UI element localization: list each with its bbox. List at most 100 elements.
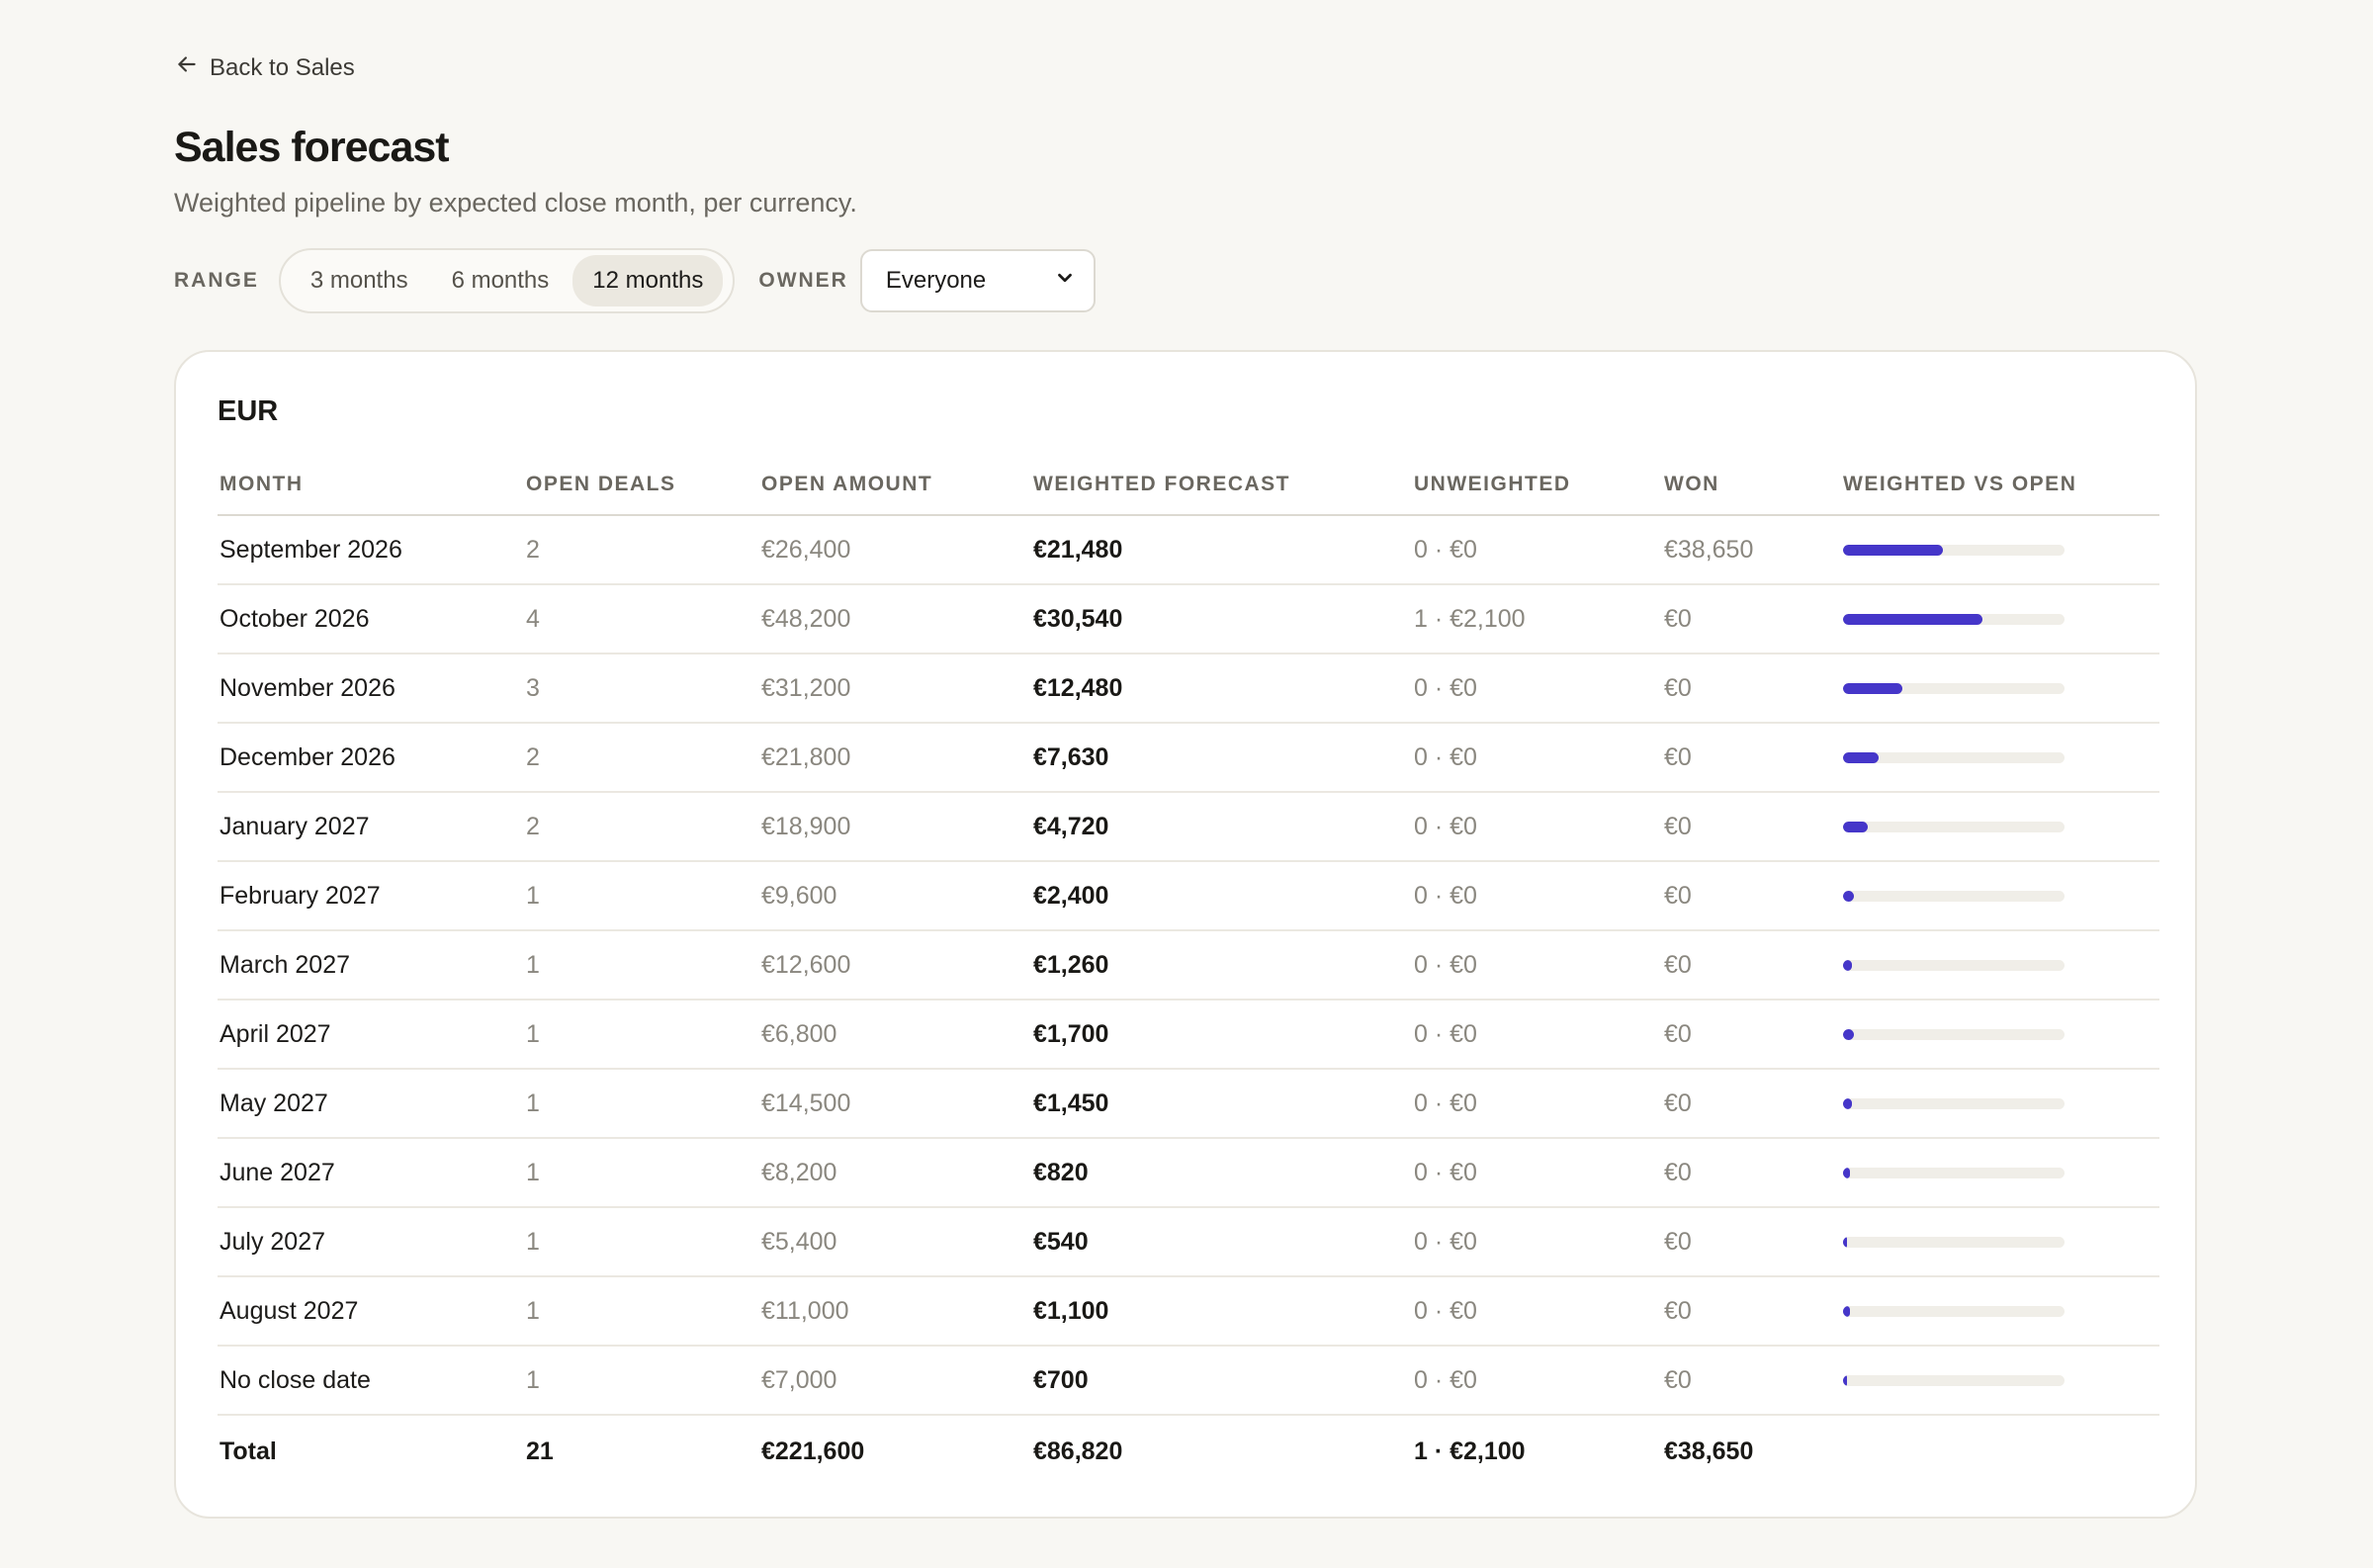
open-deals-cell: 2 [524,792,759,862]
weighted-forecast-cell: €7,630 [1031,723,1412,793]
column-header-weighted-vs-open: WEIGHTED VS OPEN [1841,455,2159,516]
weighted-forecast-cell: €30,540 [1031,584,1412,654]
weighted-vs-open-cell [1841,1346,2159,1416]
table-row[interactable]: July 2027 1 €5,400 €540 0 · €0 €0 [218,1207,2159,1277]
open-amount-cell: €26,400 [759,515,1031,585]
weighted-vs-open-cell [1841,584,2159,654]
weighted-forecast-cell: €820 [1031,1138,1412,1208]
column-header-weighted-forecast: WEIGHTED FORECAST [1031,455,1412,516]
open-deals-cell: 1 [524,1069,759,1139]
weighted-vs-open-cell [1841,861,2159,931]
open-deals-cell: 3 [524,653,759,724]
month-cell: May 2027 [218,1069,524,1139]
month-cell: No close date [218,1346,524,1416]
open-amount-cell: €8,200 [759,1138,1031,1208]
total-weighted-forecast: €86,820 [1033,1437,1123,1465]
open-deals-cell: 1 [524,1346,759,1416]
table-row[interactable]: December 2026 2 €21,800 €7,630 0 · €0 €0 [218,723,2159,793]
owner-select-value: Everyone [885,267,987,294]
table-row[interactable]: September 2026 2 €26,400 €21,480 0 · €0 €38,6… [218,515,2159,585]
weighted-vs-open-cell [1841,1069,2159,1139]
month-cell: October 2026 [218,584,524,654]
open-amount-cell: €5,400 [759,1207,1031,1277]
total-label: Total [220,1437,277,1465]
weighted-vs-open-cell [1841,723,2159,793]
weighted-vs-open-bar [1843,959,2065,971]
table-row[interactable]: November 2026 3 €31,200 €12,480 0 · €0 €0 [218,653,2159,724]
won-cell: €0 [1662,1138,1841,1208]
unweighted-cell: 0 · €0 [1412,1138,1662,1208]
unweighted-cell: 0 · €0 [1412,1000,1662,1070]
table-total-row: Total 21 €221,600 €86,820 1 · €2,100 €38… [218,1415,2159,1487]
table-row[interactable]: June 2027 1 €8,200 €820 0 · €0 €0 [218,1138,2159,1208]
unweighted-cell: 1 · €2,100 [1412,584,1662,654]
open-amount-cell: €14,500 [759,1069,1031,1139]
weighted-vs-open-bar-fill [1843,959,1852,971]
open-amount-cell: €12,600 [759,930,1031,1001]
table-row[interactable]: No close date 1 €7,000 €700 0 · €0 €0 [218,1346,2159,1416]
won-cell: €0 [1662,861,1841,931]
weighted-vs-open-cell [1841,930,2159,1001]
won-cell: €0 [1662,723,1841,793]
weighted-vs-open-bar [1843,751,2065,763]
weighted-vs-open-bar-fill [1843,682,1903,694]
unweighted-cell: 0 · €0 [1412,653,1662,724]
total-won: €38,650 [1664,1437,1754,1465]
owner-label: OWNER [758,269,848,292]
table-row[interactable]: May 2027 1 €14,500 €1,450 0 · €0 €0 [218,1069,2159,1139]
table-row[interactable]: August 2027 1 €11,000 €1,100 0 · €0 €0 [218,1276,2159,1347]
weighted-vs-open-bar-fill [1843,1097,1852,1109]
weighted-forecast-cell: €4,720 [1031,792,1412,862]
table-row[interactable]: January 2027 2 €18,900 €4,720 0 · €0 €0 [218,792,2159,862]
month-cell: November 2026 [218,653,524,724]
column-header-open-deals: OPEN DEALS [524,455,759,516]
owner-select[interactable]: Everyone [859,249,1096,312]
weighted-vs-open-cell [1841,1000,2159,1070]
page-subtitle: Weighted pipeline by expected close mont… [174,188,857,218]
range-option-12-months[interactable]: 12 months [572,255,724,306]
total-open-amount: €221,600 [761,1437,865,1465]
currency-heading: EUR [218,395,279,427]
weighted-vs-open-cell [1841,792,2159,862]
weighted-vs-open-bar-fill [1843,1028,1855,1040]
weighted-vs-open-bar [1843,1028,2065,1040]
table-row[interactable]: March 2027 1 €12,600 €1,260 0 · €0 €0 [218,930,2159,1001]
table-row[interactable]: February 2027 1 €9,600 €2,400 0 · €0 €0 [218,861,2159,931]
weighted-forecast-cell: €21,480 [1031,515,1412,585]
month-cell: June 2027 [218,1138,524,1208]
won-cell: €0 [1662,1346,1841,1416]
won-cell: €0 [1662,1000,1841,1070]
range-option-3-months[interactable]: 3 months [309,267,408,294]
range-segmented-control: 3 months 6 months 12 months [278,248,736,313]
range-label: RANGE [174,269,259,292]
weighted-vs-open-cell [1841,1207,2159,1277]
month-cell: December 2026 [218,723,524,793]
weighted-forecast-cell: €700 [1031,1346,1412,1416]
open-deals-cell: 4 [524,584,759,654]
weighted-vs-open-bar-fill [1843,1305,1850,1317]
open-deals-cell: 1 [524,930,759,1001]
month-cell: August 2027 [218,1276,524,1347]
weighted-vs-open-bar-fill [1843,1167,1850,1178]
back-link[interactable]: Back to Sales [174,51,355,84]
weighted-forecast-cell: €1,260 [1031,930,1412,1001]
weighted-vs-open-bar-fill [1843,544,1943,556]
table-row[interactable]: April 2027 1 €6,800 €1,700 0 · €0 €0 [218,1000,2159,1070]
forecast-card: EUR MONTH OPEN DEALS OPEN AMOUNT WEIGHTE… [174,350,2197,1519]
open-deals-cell: 1 [524,1207,759,1277]
open-amount-cell: €9,600 [759,861,1031,931]
unweighted-cell: 0 · €0 [1412,861,1662,931]
weighted-forecast-cell: €1,700 [1031,1000,1412,1070]
open-amount-cell: €7,000 [759,1346,1031,1416]
open-deals-cell: 1 [524,1276,759,1347]
won-cell: €0 [1662,792,1841,862]
open-deals-cell: 2 [524,515,759,585]
weighted-forecast-cell: €12,480 [1031,653,1412,724]
page-title: Sales forecast [174,124,450,171]
range-option-6-months[interactable]: 6 months [451,267,550,294]
weighted-vs-open-bar-fill [1843,890,1855,902]
table-row[interactable]: October 2026 4 €48,200 €30,540 1 · €2,100 €0 [218,584,2159,654]
total-open-deals: 21 [526,1437,554,1465]
unweighted-cell: 0 · €0 [1412,792,1662,862]
month-cell: January 2027 [218,792,524,862]
